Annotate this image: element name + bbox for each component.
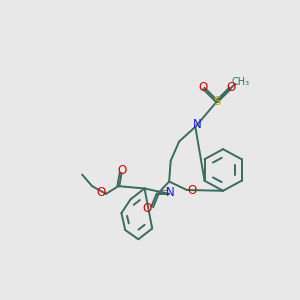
Text: N: N xyxy=(193,118,201,131)
Text: O: O xyxy=(118,164,127,177)
Text: N: N xyxy=(166,186,175,199)
Text: O: O xyxy=(198,81,208,94)
Text: H: H xyxy=(161,187,169,197)
Text: O: O xyxy=(96,186,105,199)
Text: O: O xyxy=(188,184,197,196)
Text: O: O xyxy=(142,202,152,215)
Text: S: S xyxy=(213,95,220,108)
Text: CH₃: CH₃ xyxy=(232,77,250,87)
Text: O: O xyxy=(226,81,236,94)
